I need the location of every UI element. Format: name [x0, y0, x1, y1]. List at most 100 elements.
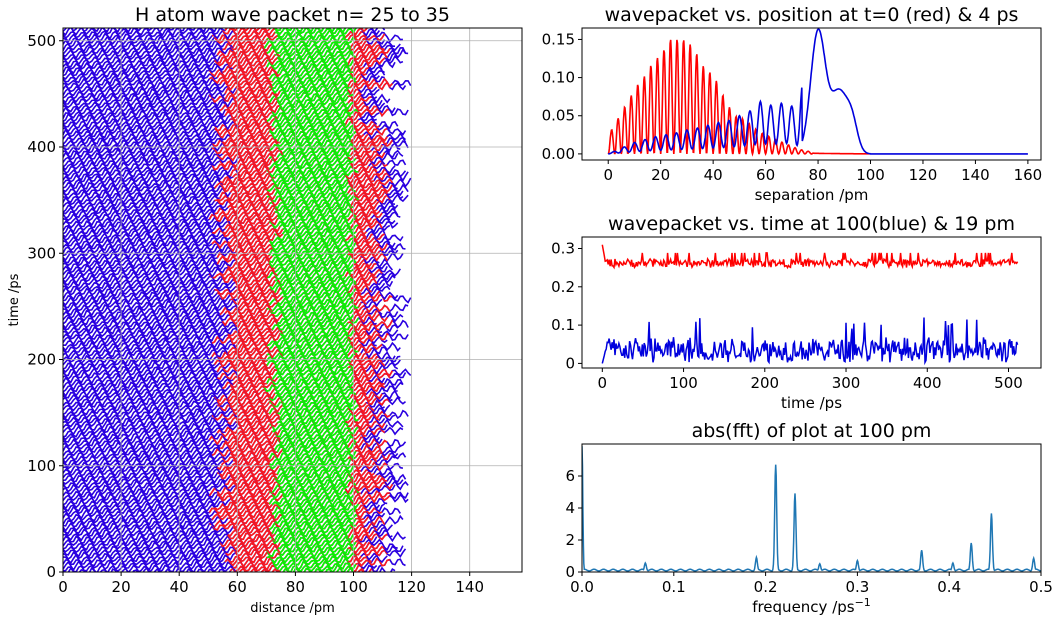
trace-core — [268, 129, 357, 140]
trace-core — [279, 544, 349, 555]
trace-core — [268, 495, 352, 508]
x-tick-label: 300 — [832, 374, 861, 392]
y-tick-label: 0.3 — [551, 239, 575, 257]
trace-core — [277, 315, 360, 326]
trace-core — [271, 303, 357, 314]
trace-core — [266, 167, 354, 179]
trace-core — [281, 286, 357, 298]
trace-core — [268, 461, 352, 471]
series-line-1 — [601, 244, 1019, 270]
x-axis-label: separation /pm — [755, 186, 869, 204]
trace-core — [268, 521, 352, 533]
x-tick-label: 0 — [58, 578, 68, 596]
trace-core — [282, 148, 351, 160]
trace-core — [263, 39, 352, 50]
trace-core — [266, 357, 349, 369]
trace-core — [266, 547, 352, 559]
trace-core — [279, 48, 357, 60]
trace-core — [279, 502, 357, 514]
plot-frame — [62, 27, 523, 573]
wave-packet-traces — [63, 28, 412, 572]
trace-core — [268, 28, 358, 34]
chart-title: abs(fft) of plot at 100 pm — [692, 420, 932, 442]
trace-core — [282, 396, 354, 407]
y-tick-label: 0.15 — [542, 30, 575, 48]
x-tick-label: 0.3 — [845, 578, 869, 596]
trace-core — [274, 389, 354, 401]
trace-core — [269, 254, 357, 265]
x-axis-label-text: time /ps — [781, 394, 842, 412]
trace-core — [274, 123, 354, 133]
x-tick-label: 0 — [598, 374, 608, 392]
x-tick-label: 100 — [856, 166, 885, 184]
y-tick-label: 6 — [565, 467, 575, 485]
y-tick-label: 4 — [565, 499, 575, 517]
trace-core — [279, 518, 357, 529]
trace-core — [282, 102, 349, 114]
trace-core — [271, 106, 359, 117]
trace-core — [274, 473, 349, 485]
trace-core — [276, 319, 349, 331]
trace-core — [276, 444, 352, 456]
trace-core — [276, 344, 359, 356]
trace-core — [274, 51, 354, 63]
chart-title: wavepacket vs. time at 100(blue) & 19 pm — [608, 213, 1015, 235]
x-axis-label-text: frequency /ps — [752, 598, 855, 616]
chart-title: H atom wave packet n= 25 to 35 — [135, 4, 450, 26]
trace-core — [268, 393, 352, 404]
x-tick-label: 500 — [994, 374, 1023, 392]
trace-core — [276, 151, 349, 162]
x-tick-label: 100 — [339, 578, 368, 596]
trace-core — [279, 68, 352, 78]
trace-core — [279, 134, 349, 147]
y-tick-label: 0.10 — [542, 69, 575, 87]
y-axis-label: time /ps — [7, 273, 22, 326]
trace-core — [279, 180, 349, 191]
trace-core — [274, 386, 357, 397]
trace-core — [266, 183, 357, 195]
x-tick-label: 120 — [397, 578, 426, 596]
chart-panel-4: 0.0 0.1 0.2 0.3 0.4 0.5 0 2 4 6 abs(fft) of plot a… — [565, 420, 1052, 616]
trace-core — [271, 173, 349, 185]
fft-series — [582, 446, 1041, 572]
trace-core — [282, 325, 349, 336]
y-tick-label: 300 — [27, 244, 56, 262]
trace-core — [268, 161, 351, 172]
trace-core — [268, 125, 357, 137]
trace-core — [279, 425, 359, 436]
y-tick-label: 200 — [27, 351, 56, 369]
trace-core — [282, 292, 354, 305]
trace-core — [276, 267, 352, 278]
series-line-1 — [607, 39, 870, 157]
y-tick-label: 500 — [27, 32, 56, 50]
x-tick-label: 0.4 — [937, 578, 961, 596]
trace-core — [279, 479, 349, 491]
trace-core — [276, 372, 354, 384]
series-line-2 — [601, 317, 1019, 366]
trace-core — [274, 560, 357, 572]
x-tick-label: 0.5 — [1029, 578, 1053, 596]
x-axis-label: distance /pm — [250, 601, 335, 616]
chart-panel-2: 0 20 40 60 80 100 120 140 160 0.00 0.05 0.10 0.15 wav… — [542, 4, 1043, 204]
series-line-2 — [608, 28, 1028, 155]
trace-core — [266, 377, 354, 389]
chart-panel-3: 0 100 200 300 400 500 0 0.1 0.2 0.3 wavepacket vs.… — [551, 213, 1042, 412]
x-axis-label-text: distance /pm — [250, 601, 335, 616]
trace-core — [274, 514, 357, 526]
x-tick-label: 200 — [750, 374, 779, 392]
trace-core — [274, 205, 351, 217]
x-tick-label: 120 — [909, 166, 938, 184]
trace-core — [268, 70, 357, 82]
trace-core — [268, 296, 351, 308]
trace-core — [274, 379, 349, 391]
y-tick-label: 100 — [27, 457, 56, 475]
trace-core — [276, 438, 349, 449]
trace-core — [269, 399, 357, 410]
plot-frame — [581, 27, 1042, 161]
trace-core — [279, 537, 357, 548]
x-tick-label: 60 — [228, 578, 247, 596]
x-tick-label: 80 — [286, 578, 305, 596]
x-axis-label-text: separation /pm — [755, 186, 869, 204]
trace-core — [266, 554, 349, 564]
y-tick-label: 0 — [565, 563, 575, 581]
